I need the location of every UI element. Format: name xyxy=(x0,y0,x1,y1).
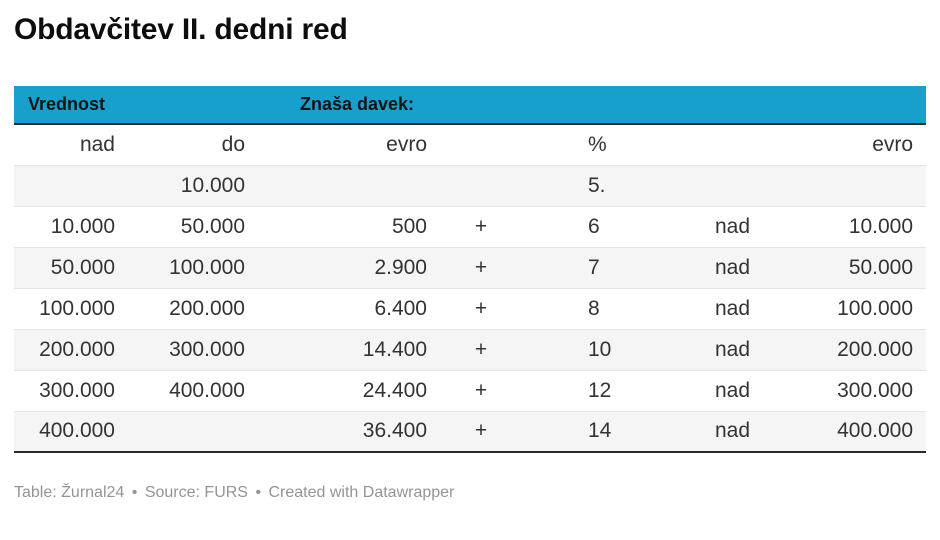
table-cell: 10.000 xyxy=(837,206,927,248)
table-cell xyxy=(14,165,123,207)
table-cell: 10.000 xyxy=(14,206,123,248)
table-header: Vrednost Znaša davek: xyxy=(14,86,927,125)
table-cell: nad xyxy=(707,370,837,412)
table-cell: 50.000 xyxy=(14,247,123,289)
table-cell: + xyxy=(435,329,527,371)
table-cell xyxy=(253,165,435,207)
table-cell: nad xyxy=(707,329,837,371)
column-header xyxy=(707,124,837,166)
table-cell: + xyxy=(435,411,527,453)
table-cell: 14 xyxy=(527,411,707,453)
table-cell: 10 xyxy=(527,329,707,371)
table-cell: 14.400 xyxy=(253,329,435,371)
chart-title: Obdavčitev II. dedni red xyxy=(14,13,348,46)
footer-separator: • xyxy=(131,484,138,501)
table-row: 50.000 100.000 2.900 +7 nad 50.000 xyxy=(14,247,927,289)
table-row: nad do evro% evro xyxy=(14,124,927,166)
table-header-group: Znaša davek: xyxy=(253,86,927,125)
footer-table-value: Žurnal24 xyxy=(61,484,125,501)
table-cell: 8 xyxy=(527,288,707,330)
chart-container: Obdavčitev II. dedni red Vrednost Znaša d… xyxy=(0,12,940,503)
footer-separator: • xyxy=(255,484,262,501)
table-cell: 200.000 xyxy=(123,288,253,330)
table-cell: 300.000 xyxy=(837,370,927,412)
table-cell: nad xyxy=(707,411,837,453)
column-header: nad xyxy=(14,124,123,166)
data-table: Vrednost Znaša davek: nad do evro% evro 10.00… xyxy=(14,86,927,453)
column-header: do xyxy=(123,124,253,166)
footer-source-value: FURS xyxy=(204,484,248,501)
table-cell: + xyxy=(435,206,527,248)
table-row: 100.000 200.000 6.400 +8 nad 100.000 xyxy=(14,288,927,330)
table-cell: 400.000 xyxy=(14,411,123,453)
table-cell: 50.000 xyxy=(837,247,927,289)
table-cell: + xyxy=(435,288,527,330)
table-cell: 10.000 xyxy=(123,165,253,207)
table-cell: 24.400 xyxy=(253,370,435,412)
table-cell: nad xyxy=(707,288,837,330)
table-row: 200.000 300.000 14.400 +10 nad 200.000 xyxy=(14,329,927,371)
table-cell: + xyxy=(435,247,527,289)
table-row: 300.000 400.000 24.400 +12 nad 300.000 xyxy=(14,370,927,412)
table-cell xyxy=(837,165,927,207)
table-cell: 400.000 xyxy=(837,411,927,453)
table-row: 400.000 36.400 +14 nad 400.000 xyxy=(14,411,927,453)
table-cell: 6 xyxy=(527,206,707,248)
table-cell xyxy=(123,411,253,453)
table-cell: 300.000 xyxy=(14,370,123,412)
footer-source-label: Source: xyxy=(144,484,200,501)
table-row: 10.000 50.000 500 +6 nad 10.000 xyxy=(14,206,927,248)
table-cell: nad xyxy=(707,206,837,248)
column-header: evro xyxy=(837,124,927,166)
table-cell: 6.400 xyxy=(253,288,435,330)
column-header: % xyxy=(527,124,707,166)
table-cell: 200.000 xyxy=(14,329,123,371)
table-cell: 50.000 xyxy=(123,206,253,248)
table-row: 10.000 5. xyxy=(14,165,927,207)
table-cell: 400.000 xyxy=(123,370,253,412)
table-cell: 100.000 xyxy=(837,288,927,330)
table-cell: nad xyxy=(707,247,837,289)
table-cell: + xyxy=(435,370,527,412)
footer: Table: Žurnal24 • Source: FURS • Created… xyxy=(14,483,926,503)
column-header: evro xyxy=(253,124,435,166)
table-cell: 100.000 xyxy=(14,288,123,330)
table-cell: 300.000 xyxy=(123,329,253,371)
header-group-row: Vrednost Znaša davek: xyxy=(14,86,927,125)
table-cell xyxy=(435,165,527,207)
table-cell: 7 xyxy=(527,247,707,289)
table-cell xyxy=(707,165,837,207)
column-header xyxy=(435,124,527,166)
table-cell: 100.000 xyxy=(123,247,253,289)
table-cell: 36.400 xyxy=(253,411,435,453)
table-cell: 2.900 xyxy=(253,247,435,289)
footer-table-label: Table: xyxy=(14,484,57,501)
table-cell: 5. xyxy=(527,165,707,207)
table-cell: 12 xyxy=(527,370,707,412)
table-cell: 500 xyxy=(253,206,435,248)
table-body: nad do evro% evro 10.000 5. 10.000 50.000 500 +6 n… xyxy=(14,124,927,453)
footer-datawrapper-credit[interactable]: Created with Datawrapper xyxy=(268,484,455,501)
table-cell: 200.000 xyxy=(837,329,927,371)
table-header-group: Vrednost xyxy=(14,86,253,125)
